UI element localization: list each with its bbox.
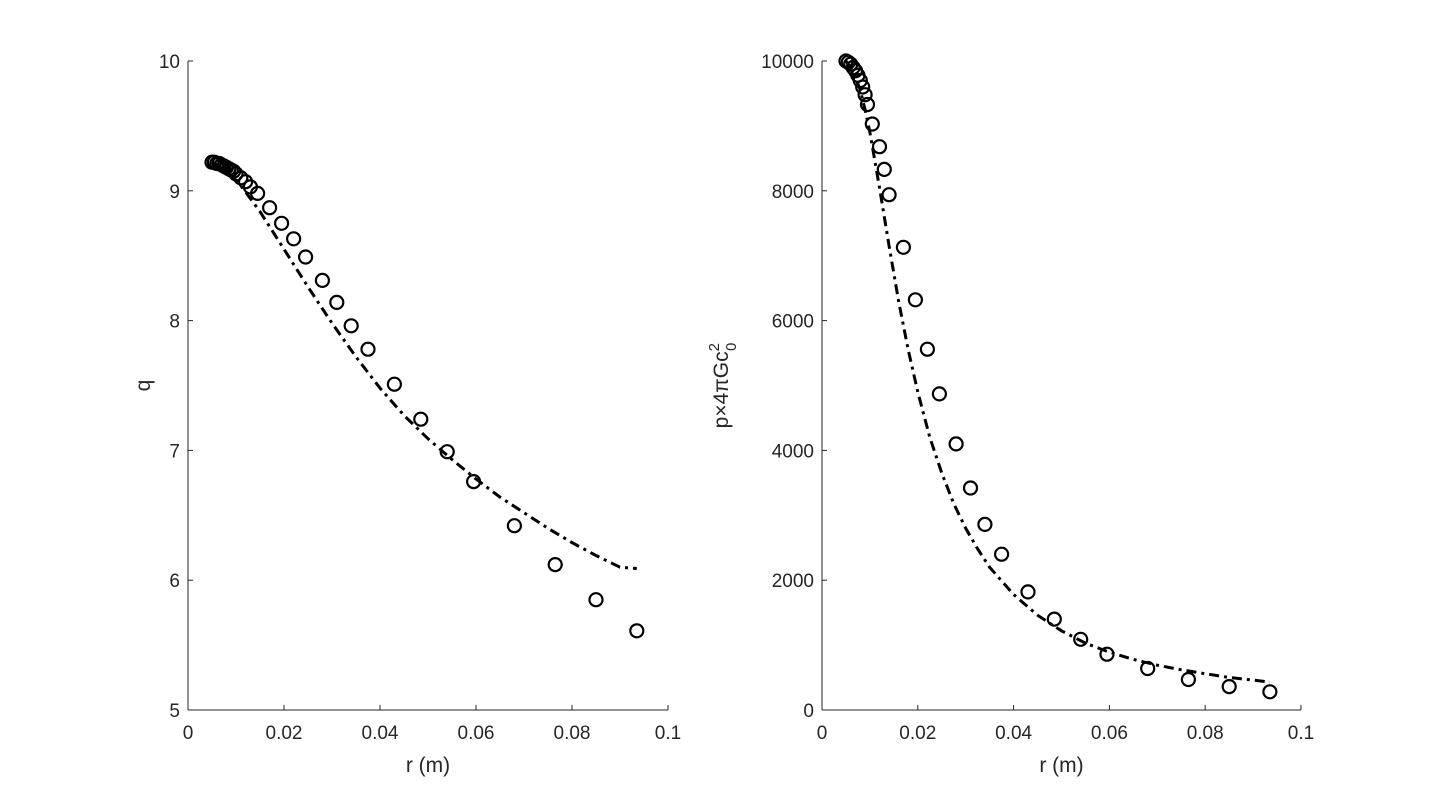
data-point [274, 215, 290, 231]
series-2-line [844, 60, 1271, 684]
y-axis-label: q [132, 380, 155, 392]
data-point [931, 386, 948, 402]
chart-1: 0 0.02 0.04 0.06 0.08 0.1 5 6 7 8 9 10 r (m) q [132, 52, 681, 777]
x-tick-label: 0 [183, 723, 194, 744]
x-tick-label: 0.04 [995, 723, 1032, 744]
y-tick-label: 10 [159, 52, 180, 73]
y-tick-label: 9 [169, 182, 180, 203]
y-tick-label: 2000 [772, 571, 814, 592]
y-tick-label: 6000 [772, 312, 814, 333]
data-point [845, 59, 861, 76]
data-point [855, 79, 871, 95]
data-point [506, 518, 523, 534]
x-tick-label: 0.1 [655, 723, 681, 744]
data-point [881, 187, 897, 203]
x-tick-label: 0.06 [1091, 723, 1128, 744]
y-tick-label: 4000 [772, 441, 814, 462]
data-point [286, 231, 302, 247]
x-tick-label: 0.04 [362, 723, 399, 744]
y-axis-label-subscript: 0 [723, 343, 740, 351]
data-point [413, 411, 429, 427]
data-point [857, 87, 873, 103]
data-point [1073, 631, 1089, 647]
data-point [948, 436, 964, 452]
data-point [876, 161, 892, 177]
data-point [895, 239, 912, 255]
x-tick-label: 0.02 [899, 723, 936, 744]
data-point [343, 318, 359, 334]
data-point [262, 200, 278, 216]
chart-2: 0 0.02 0.04 0.06 0.08 0.1 0 2000 4000 6000 8000 100… [706, 52, 1314, 777]
data-point [871, 139, 888, 155]
y-axis-label-main: p×4πGc [710, 351, 733, 428]
data-point [629, 623, 645, 639]
data-point [907, 292, 924, 308]
y-tick-label: 7 [169, 441, 180, 462]
data-point [1046, 611, 1062, 627]
y-tick-label: 0 [803, 701, 814, 722]
data-point [1180, 671, 1197, 688]
data-point [386, 376, 402, 392]
data-point [1221, 678, 1237, 695]
x-axis-label: r (m) [1039, 754, 1083, 777]
data-point [298, 249, 314, 265]
data-point [547, 556, 563, 573]
y-axis-label-main: q [132, 380, 155, 392]
y-tick-label: 8000 [772, 182, 814, 203]
data-point [859, 96, 876, 113]
data-point [439, 444, 455, 460]
data-point [1020, 584, 1036, 600]
data-point [993, 546, 1010, 562]
data-point [864, 116, 880, 132]
series-2-line [211, 160, 637, 570]
x-tick-label: 0.08 [554, 723, 591, 744]
data-point [962, 480, 979, 496]
data-point [1262, 684, 1278, 700]
x-tick-label: 0.02 [266, 723, 303, 744]
data-point [360, 341, 376, 357]
data-point [977, 516, 993, 533]
x-axis-label: r (m) [406, 754, 450, 777]
data-point [919, 341, 936, 357]
x-tick-label: 0 [817, 723, 828, 744]
y-axis-label-superscript: 2 [706, 343, 723, 351]
y-tick-label: 10000 [761, 52, 814, 73]
x-tick-label: 0.06 [458, 723, 495, 744]
y-tick-label: 8 [169, 312, 180, 333]
y-tick-label: 6 [169, 571, 180, 592]
data-point [314, 272, 330, 288]
data-point [588, 592, 604, 608]
data-point [250, 185, 266, 201]
data-point [329, 294, 345, 310]
y-tick-label: 5 [169, 701, 180, 722]
x-tick-label: 0.1 [1288, 723, 1314, 744]
y-axis-label: p×4πGc20 [706, 343, 740, 429]
x-tick-label: 0.08 [1187, 723, 1224, 744]
